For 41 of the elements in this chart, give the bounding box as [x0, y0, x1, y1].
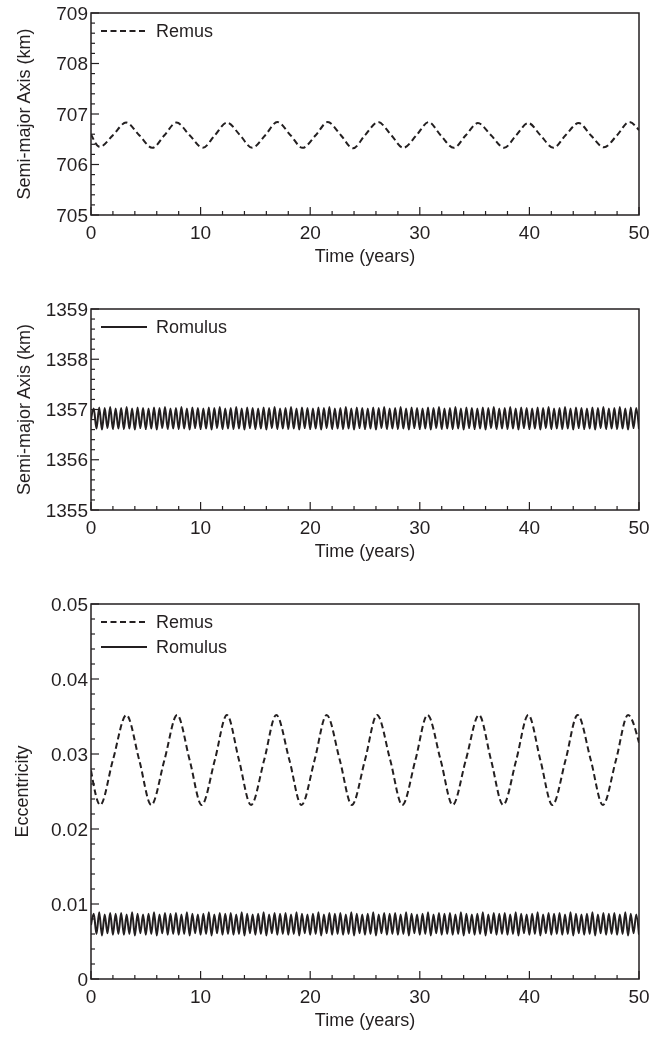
y-axis-title: Eccentricity	[12, 745, 32, 838]
x-tick-label: 30	[409, 517, 431, 538]
y-tick-label: 707	[56, 103, 88, 125]
y-tick-label: 0.01	[51, 893, 88, 915]
y-tick-label: 1359	[45, 298, 88, 320]
y-tick-label: 705	[56, 204, 88, 226]
x-tick-label: 40	[518, 222, 540, 243]
legend-label: Romulus	[156, 317, 228, 338]
x-tick-label: 20	[299, 517, 321, 538]
x-tick-label: 50	[628, 517, 650, 538]
y-axis-title: Semi-major Axis (km)	[14, 323, 34, 496]
y-tick-label: 709	[56, 2, 88, 24]
y-tick-label: 0	[77, 968, 88, 990]
y-tick-label: 708	[56, 53, 88, 75]
y-tick-label: 0.05	[51, 593, 88, 615]
x-tick-label: 40	[518, 517, 540, 538]
x-tick-label: 50	[628, 986, 650, 1007]
x-tick-label: 40	[518, 986, 540, 1007]
x-axis-title: Time (years)	[314, 541, 416, 561]
y-tick-label: 0.02	[51, 818, 88, 840]
x-tick-label: 20	[299, 986, 321, 1007]
legend-label: Remus	[156, 612, 214, 633]
y-tick-label: 1356	[45, 449, 88, 471]
y-axis-title: Semi-major Axis (km)	[14, 28, 34, 200]
y-tick-label: 0.04	[51, 668, 89, 690]
x-tick-label: 30	[409, 222, 431, 243]
y-tick-label: 0.03	[51, 743, 88, 765]
y-tick-label: 1355	[45, 499, 88, 521]
x-tick-label: 50	[628, 222, 650, 243]
x-axis-title: Time (years)	[314, 246, 416, 266]
x-tick-label: 20	[299, 222, 321, 243]
y-tick-label: 1358	[45, 348, 88, 370]
y-tick-label: 1357	[45, 399, 88, 421]
x-tick-label: 10	[190, 986, 212, 1007]
legend-label: Remus	[156, 21, 214, 42]
y-tick-label: 706	[56, 154, 88, 176]
x-tick-label: 30	[409, 986, 431, 1007]
x-axis-title: Time (years)	[314, 1010, 416, 1030]
legend-label: Romulus	[156, 637, 228, 658]
x-tick-label: 10	[190, 222, 212, 243]
x-tick-label: 10	[190, 517, 212, 538]
